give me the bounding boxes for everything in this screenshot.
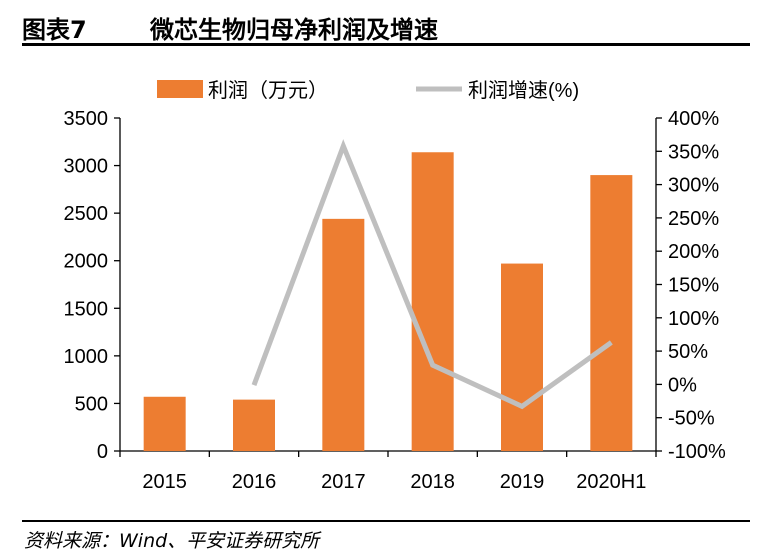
right-axis-tick-label: 50% [668, 341, 708, 363]
left-axis-tick-label: 1000 [64, 346, 109, 368]
right-axis-tick-label: 250% [668, 208, 719, 230]
x-axis-tick-label: 2018 [410, 471, 455, 493]
figure-title: 微芯生物归母净利润及增速 [150, 16, 438, 44]
right-axis-tick-label: -100% [668, 441, 726, 463]
bar-2017 [322, 218, 365, 451]
x-axis-tick-label: 2015 [142, 471, 187, 493]
line-series [251, 139, 613, 410]
left-axis-tick-label: 2000 [64, 251, 109, 273]
left-axis-tick-label: 0 [97, 441, 108, 463]
x-axis-tick-label: 2016 [232, 471, 277, 493]
legend-label-bar: 利润（万元） [208, 79, 328, 102]
chart-legend: 利润（万元） 利润增速(%) [157, 79, 579, 102]
bar-2016 [233, 399, 275, 451]
left-axis-tick-label: 1500 [64, 298, 109, 320]
right-axis-tick-label: 400% [668, 108, 719, 130]
left-axis-tick-label: 3000 [64, 156, 109, 178]
bar-series [143, 152, 633, 452]
legend-label-line: 利润增速(%) [468, 79, 579, 102]
chart-axes: 0 500 1000 1500 2000 2500 3000 3500 -100% -50% 0% 5… [64, 108, 727, 493]
x-axis-tick-label: 2020H1 [576, 471, 646, 493]
left-axis-tick-label: 3500 [64, 108, 109, 130]
right-axis-tick-label: 300% [668, 175, 719, 197]
left-axis-tick-label: 2500 [64, 203, 109, 225]
right-axis-tick-label: -50% [668, 408, 715, 430]
header-rule [22, 43, 750, 46]
right-axis-tick-label: 0% [668, 374, 697, 396]
source-note: 资料来源：Wind、平安证券研究所 [24, 530, 320, 552]
x-axis-tick-label: 2019 [500, 471, 545, 493]
right-axis-tick-label: 100% [668, 308, 719, 330]
x-axis-tick-label: 2017 [321, 471, 366, 493]
bar-2015 [143, 396, 186, 451]
right-axis-tick-label: 350% [668, 141, 719, 163]
bar-2019 [501, 263, 543, 451]
right-axis-tick-label: 150% [668, 275, 719, 297]
legend-swatch-bar [157, 80, 203, 98]
figure-label: 图表7 [22, 16, 87, 44]
figure-header: 图表7 微芯生物归母净利润及增速 [22, 6, 750, 44]
left-axis-tick-label: 500 [75, 393, 108, 415]
bar-2020H1 [590, 175, 633, 452]
bar-2018 [411, 152, 454, 451]
footer-rule [22, 520, 750, 522]
right-axis-tick-label: 200% [668, 241, 719, 263]
